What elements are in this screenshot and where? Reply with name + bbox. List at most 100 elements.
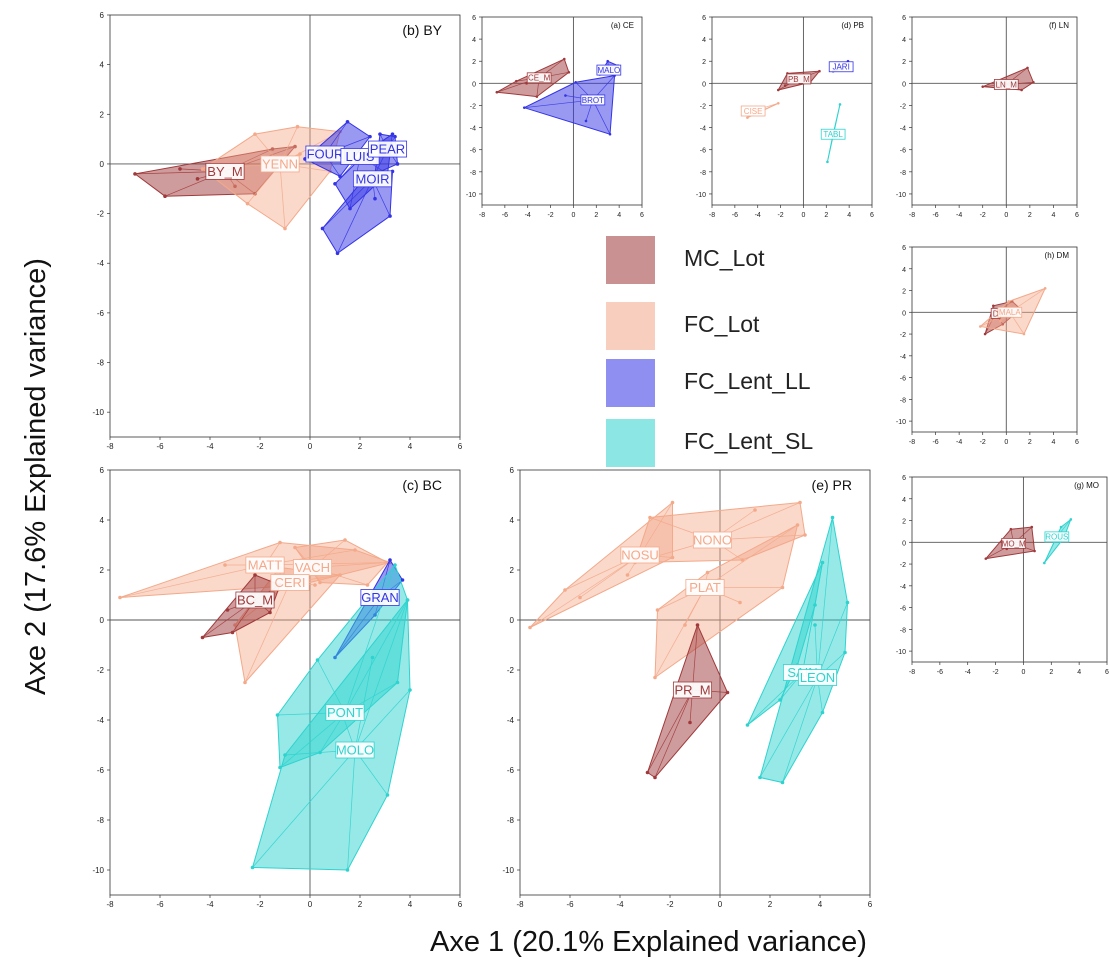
data-point xyxy=(1069,518,1073,521)
x-tick-label: -8 xyxy=(479,212,485,219)
panel-epr: -8 -6 -4 -2 0 2 4 6 -10 -8 -6 -4 -2 0 2 4 6 NOSU NONO PLAT P… xyxy=(502,466,872,909)
data-point xyxy=(984,557,988,560)
centroid-label-box xyxy=(360,589,400,606)
spoke-line xyxy=(647,689,693,773)
data-point xyxy=(1026,66,1029,70)
legend-item-fc-lent-ll: FC_Lent_LL xyxy=(606,359,866,407)
data-point xyxy=(353,548,357,552)
centroid-label-tabl: TABL xyxy=(823,130,843,139)
x-tick-label: -2 xyxy=(980,212,986,219)
data-point xyxy=(1020,88,1023,92)
x-tick-label: -6 xyxy=(937,669,943,676)
data-point xyxy=(574,80,578,84)
legend-label: FC_Lent_LL xyxy=(684,368,811,394)
data-point xyxy=(830,515,835,520)
data-point xyxy=(320,226,325,231)
y-tick-label: -6 xyxy=(700,148,706,155)
data-point xyxy=(295,124,300,129)
centroid-label-matt: MATT xyxy=(248,558,282,573)
data-point xyxy=(223,563,227,567)
panel-title: (h) DM xyxy=(1045,251,1070,260)
data-point xyxy=(318,580,322,585)
x-tick-label: 4 xyxy=(1051,439,1055,446)
centroid-label-box xyxy=(993,79,1019,90)
data-point xyxy=(670,500,675,505)
data-point xyxy=(606,59,610,63)
panel-title: (d) PB xyxy=(841,21,864,30)
data-point xyxy=(393,563,397,567)
panel-fln: -8 -6 -4 -2 0 2 4 6 -10 -8 -6 -4 -2 0 2 4 6 LN_M (f) LN xyxy=(896,15,1079,219)
x-tick-label: 4 xyxy=(408,442,413,451)
x-tick-label: -6 xyxy=(566,900,574,909)
data-point xyxy=(738,600,742,605)
legend-item-mc-lot: MC_Lot xyxy=(606,236,866,284)
spoke-line xyxy=(639,502,673,556)
data-point xyxy=(745,723,750,727)
x-tick-label: 2 xyxy=(1028,212,1032,219)
spoke-line xyxy=(354,657,373,751)
data-point xyxy=(378,132,382,136)
spoke-line xyxy=(354,689,411,751)
y-tick-label: 4 xyxy=(472,37,476,44)
data-point xyxy=(1043,561,1046,565)
y-tick-label: 4 xyxy=(702,37,706,44)
y-tick-label: -6 xyxy=(900,376,906,383)
data-point xyxy=(253,132,257,136)
y-tick-label: 4 xyxy=(510,516,515,525)
panel-gmo: -8 -6 -4 -2 0 2 4 6 -10 -8 -6 -4 -2 0 2 4 6 MO_M ROUS (g) M… xyxy=(896,475,1109,676)
x-tick-label: 4 xyxy=(818,900,823,909)
x-axis-title: Axe 1 (20.1% Explained variance) xyxy=(430,926,867,958)
x-tick-label: 0 xyxy=(1004,212,1008,219)
data-point xyxy=(283,753,287,757)
y-tick-label: -8 xyxy=(900,397,906,404)
data-point xyxy=(826,160,829,164)
y-tick-label: -4 xyxy=(507,716,515,725)
spoke-line xyxy=(354,599,408,751)
x-tick-label: 0 xyxy=(571,212,575,219)
data-point xyxy=(803,533,807,537)
data-point xyxy=(798,500,802,505)
centroid-label-ceri: CERI xyxy=(274,575,305,590)
y-tick-label: -10 xyxy=(696,192,706,199)
data-point xyxy=(1059,525,1063,529)
data-point xyxy=(338,573,342,577)
data-point xyxy=(1007,300,1010,303)
data-point xyxy=(395,162,400,166)
spoke-line xyxy=(759,677,818,778)
data-point xyxy=(514,79,518,83)
centroid-label-box xyxy=(786,73,812,85)
data-point xyxy=(365,583,370,587)
data-point xyxy=(293,545,297,550)
y-tick-label: -6 xyxy=(507,766,515,775)
y-tick-label: 4 xyxy=(902,497,906,504)
centroid-label-box xyxy=(797,669,838,686)
spoke-line xyxy=(654,689,693,778)
panel-frame xyxy=(109,469,461,896)
data-point xyxy=(795,523,800,527)
data-point xyxy=(562,57,566,61)
legend-label: FC_Lent_SL xyxy=(684,428,814,454)
data-point xyxy=(390,132,395,136)
centroid-label-moir: MOIR xyxy=(356,172,390,187)
y-tick-label: 6 xyxy=(902,475,906,482)
centroid-label-pb-m: PB_M xyxy=(788,75,810,84)
y-tick-label: 0 xyxy=(702,81,706,88)
x-tick-label: 0 xyxy=(801,212,805,219)
y-tick-label: 6 xyxy=(510,466,515,475)
legend-item-fc-lot: FC_Lot xyxy=(606,302,866,350)
data-point xyxy=(563,588,567,592)
panel-title: (c) BC xyxy=(402,477,442,493)
y-tick-label: -2 xyxy=(470,103,476,110)
centroid-label-pr-m: PR_M xyxy=(674,683,710,698)
x-tick-label: 2 xyxy=(824,212,828,219)
centroid-label-box xyxy=(260,155,300,173)
centroid-label-d: D xyxy=(993,309,999,318)
spoke-line xyxy=(692,624,698,691)
data-point xyxy=(758,775,762,780)
y-tick-label: -10 xyxy=(896,649,906,656)
centroid-label-brot: BROT xyxy=(582,96,604,105)
y-tick-label: -2 xyxy=(97,666,105,675)
y-tick-label: 4 xyxy=(902,267,906,274)
y-tick-label: -4 xyxy=(97,716,105,725)
x-tick-label: -4 xyxy=(616,900,624,909)
